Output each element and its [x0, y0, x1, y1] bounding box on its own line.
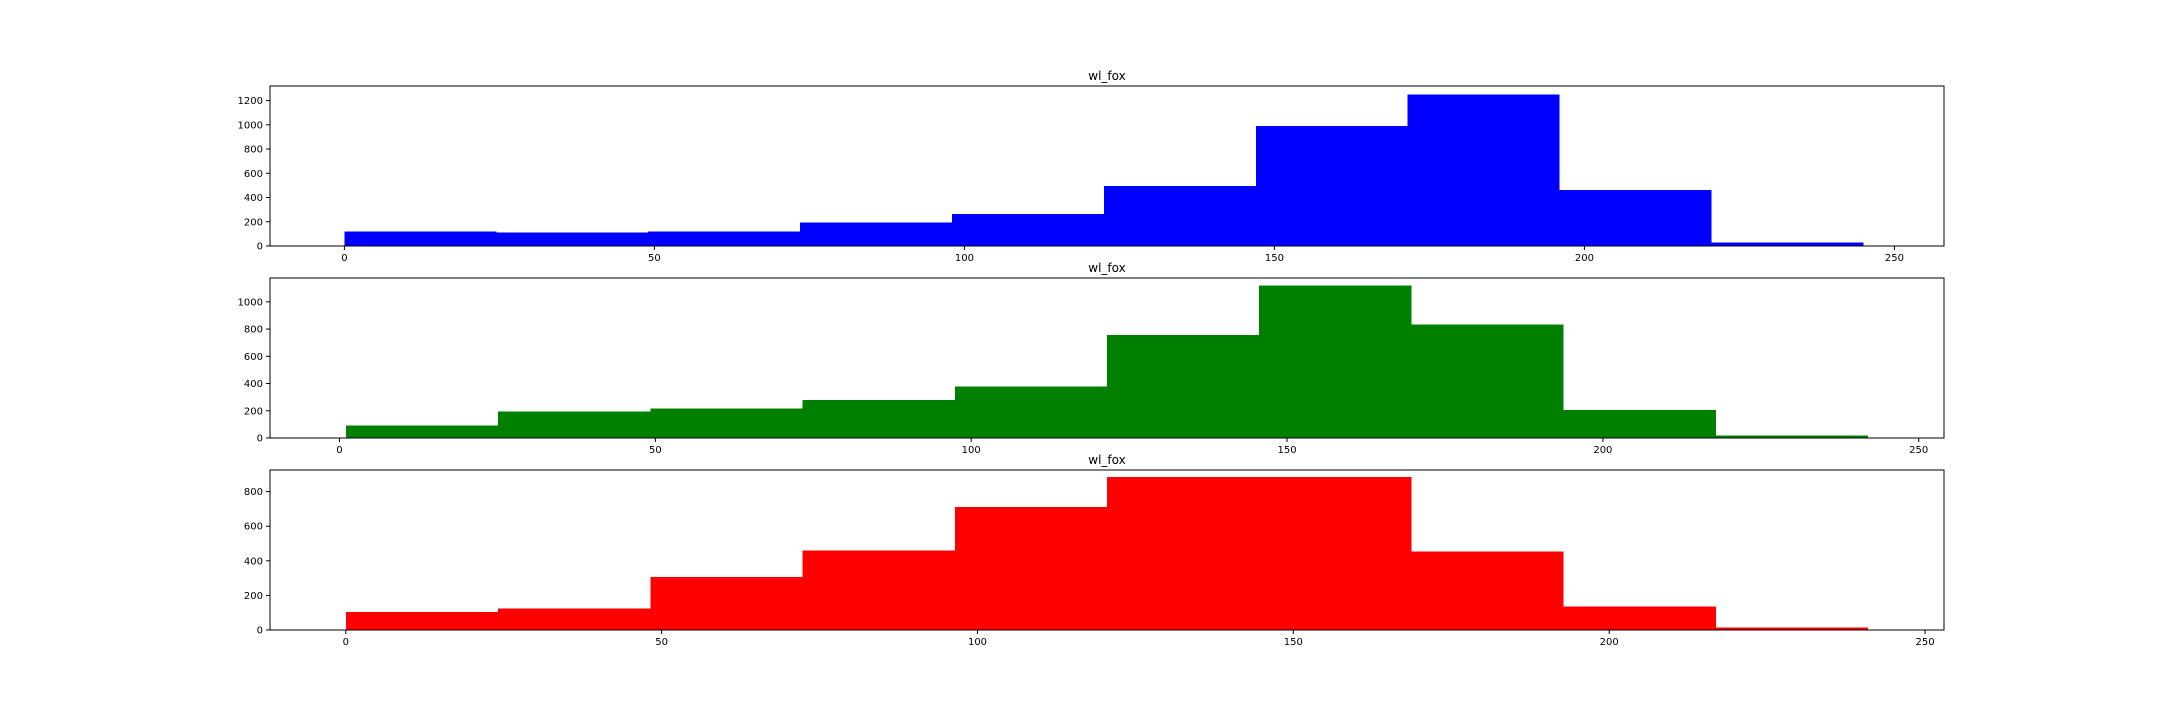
- y-tick-label: 0: [257, 626, 263, 637]
- histogram-bar: [345, 425, 499, 438]
- histogram-panel-2: wl_fox 0 50 100 150 200 250 0 200 400 600 800 1000: [238, 261, 1945, 456]
- y-tick-label: 200: [244, 217, 263, 228]
- x-tick-label: 0: [341, 253, 347, 264]
- y-tick-label: 1000: [238, 120, 263, 131]
- panel-title: wl_fox: [1088, 453, 1125, 467]
- y-tick-label: 600: [244, 522, 263, 533]
- x-tick-label: 200: [1600, 637, 1619, 648]
- histogram-bar: [1715, 627, 1869, 630]
- x-tick-label: 0: [336, 445, 342, 456]
- histogram-bar: [1411, 324, 1564, 438]
- y-tick-label: 800: [244, 325, 263, 336]
- y-tick-label: 400: [244, 379, 263, 390]
- x-tick-label: 50: [655, 637, 668, 648]
- x-tick-label: 0: [343, 637, 349, 648]
- x-tick-label: 250: [1909, 445, 1928, 456]
- y-tick-label: 1200: [238, 96, 263, 107]
- histogram-bar: [952, 213, 1104, 246]
- histogram-bar: [800, 222, 952, 246]
- histogram-bar: [954, 386, 1107, 438]
- histogram-bar: [1407, 94, 1560, 246]
- axes-frame: [269, 469, 1945, 631]
- histogram-bar: [802, 399, 955, 438]
- histogram-bar: [650, 577, 803, 630]
- y-tick-label: 800: [244, 487, 263, 498]
- y-tick-label: 200: [244, 591, 263, 602]
- histogram-bar: [344, 231, 497, 246]
- histogram-bar: [1715, 435, 1869, 438]
- histogram-bar: [345, 611, 499, 630]
- x-tick-label: 100: [968, 637, 987, 648]
- histogram-bar: [498, 608, 651, 630]
- y-tick-label: 200: [244, 406, 263, 417]
- y-tick-label: 600: [244, 352, 263, 363]
- y-tick-label: 0: [257, 242, 263, 253]
- axes-frame: [269, 277, 1945, 439]
- x-tick-label: 50: [649, 445, 662, 456]
- histogram-bar: [1559, 190, 1712, 246]
- histogram-bar: [650, 408, 803, 438]
- panel-title: wl_fox: [1088, 261, 1125, 275]
- x-tick-label: 250: [1885, 253, 1904, 264]
- x-tick-label: 200: [1575, 253, 1594, 264]
- histogram-bar: [1107, 335, 1260, 438]
- x-tick-label: 100: [962, 445, 981, 456]
- histogram-bar: [498, 411, 651, 438]
- y-tick-label: 800: [244, 145, 263, 156]
- x-tick-label: 100: [955, 253, 974, 264]
- x-tick-label: 50: [648, 253, 661, 264]
- histogram-bar: [1563, 606, 1716, 630]
- histogram-bar: [496, 232, 649, 246]
- histogram-panel-1: wl_fox 0 50 100 150 200 250 0 200 400 600 800 1000 12…: [238, 69, 1945, 264]
- histogram-bar: [1711, 242, 1864, 246]
- histogram-bar: [648, 231, 801, 246]
- y-tick-label: 1000: [238, 297, 263, 308]
- histogram-panel-3: wl_fox 0 50 100 150 200 250 0 200 400 600 800: [244, 453, 1945, 648]
- histogram-bar: [1255, 126, 1408, 246]
- histogram-bar: [1107, 476, 1260, 630]
- y-tick-label: 400: [244, 556, 263, 567]
- histogram-bar: [1411, 551, 1564, 630]
- y-tick-label: 0: [257, 434, 263, 445]
- histogram-bar: [1103, 186, 1256, 246]
- x-tick-label: 200: [1593, 445, 1612, 456]
- y-tick-label: 400: [244, 193, 263, 204]
- x-tick-label: 150: [1265, 253, 1284, 264]
- axes-frame: [269, 85, 1945, 247]
- histogram-bar: [1259, 285, 1412, 438]
- histogram-bar: [1563, 410, 1716, 438]
- panel-title: wl_fox: [1088, 69, 1125, 83]
- histogram-bar: [954, 507, 1107, 630]
- histogram-bar: [802, 550, 955, 630]
- x-tick-label: 250: [1916, 637, 1935, 648]
- x-tick-label: 150: [1284, 637, 1303, 648]
- x-tick-label: 150: [1277, 445, 1296, 456]
- y-tick-label: 600: [244, 169, 263, 180]
- histogram-bar: [1259, 476, 1412, 630]
